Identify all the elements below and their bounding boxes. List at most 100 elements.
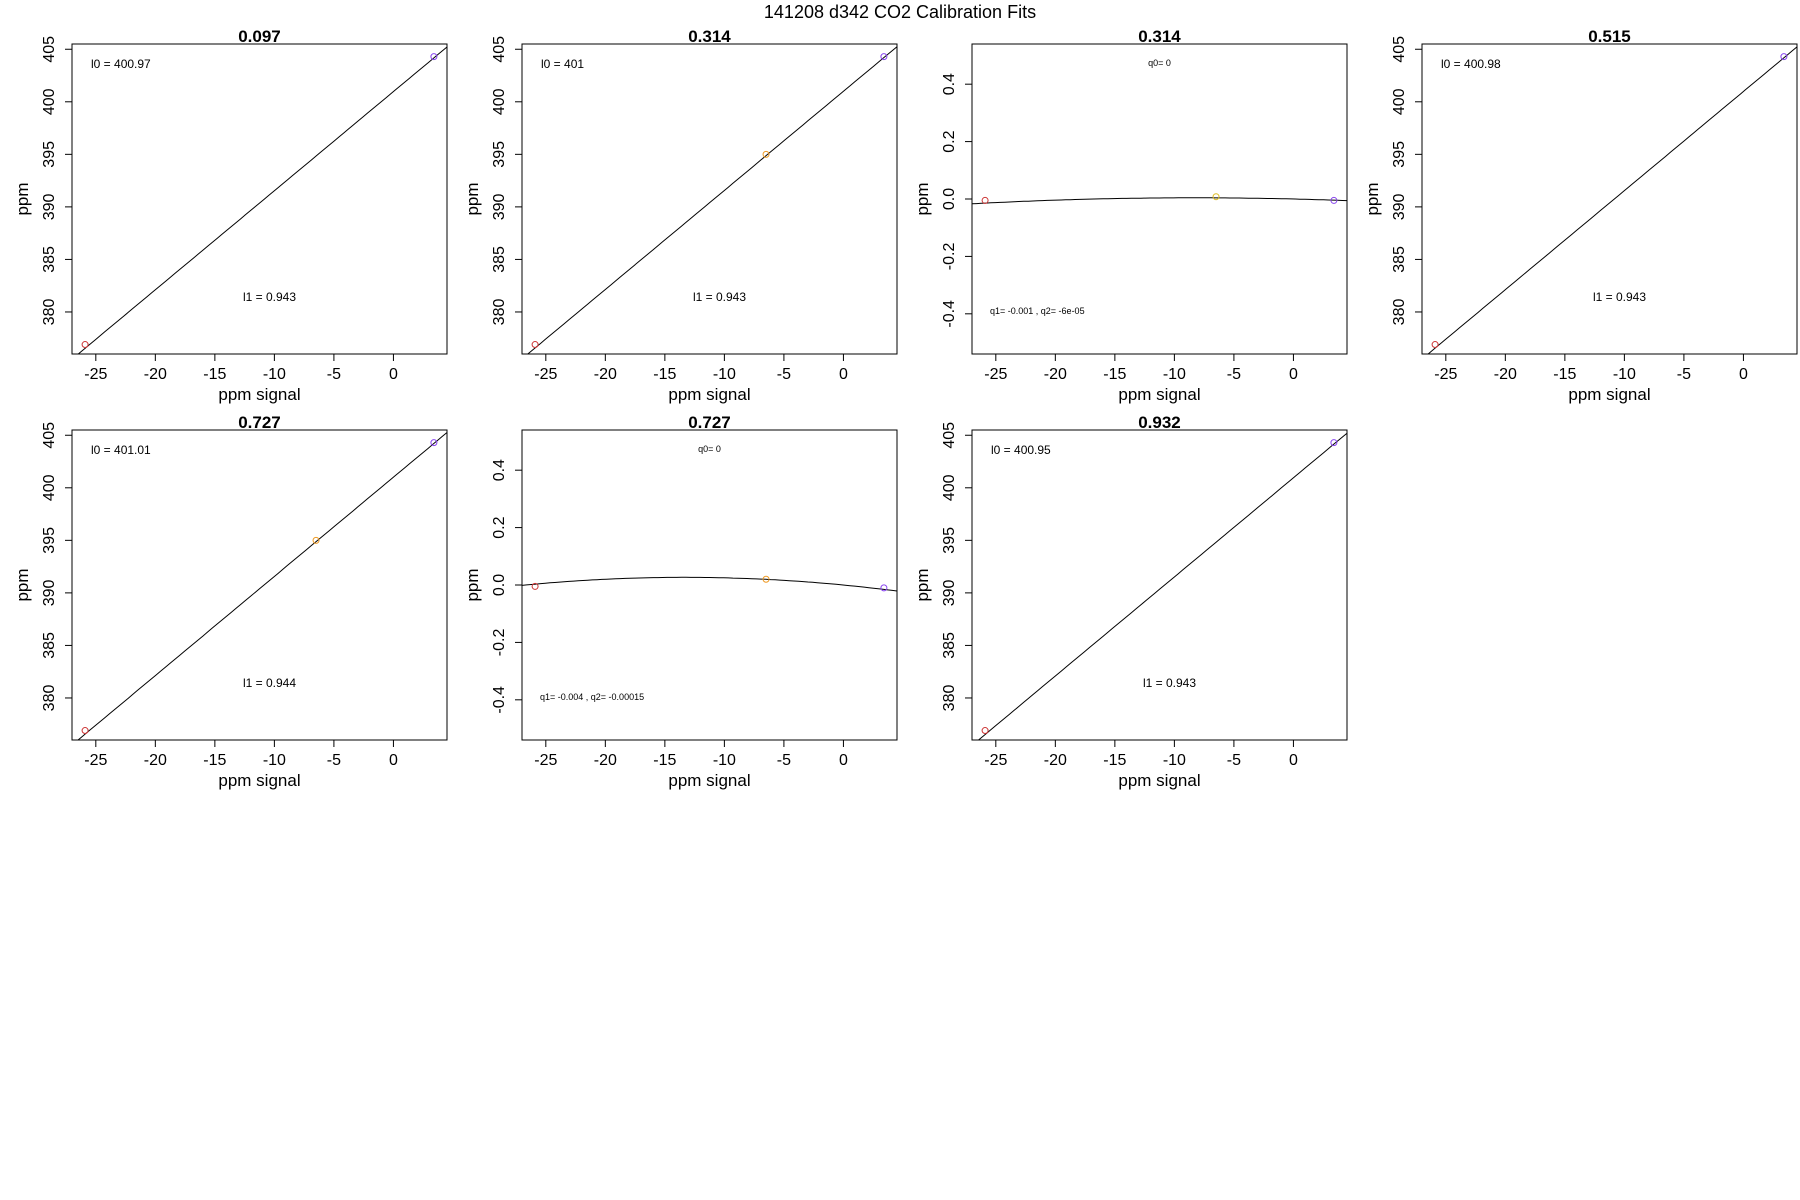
x-tick-label: -20 bbox=[1494, 366, 1517, 383]
x-tick-label: -5 bbox=[327, 366, 341, 383]
fit-annotation: q1= -0.004 , q2= -0.00015 bbox=[540, 692, 644, 702]
y-tick-label: 0.0 bbox=[941, 188, 958, 210]
y-tick-label: 400 bbox=[41, 88, 58, 115]
y-tick-label: 400 bbox=[41, 474, 58, 501]
x-tick-label: -5 bbox=[327, 752, 341, 769]
x-tick-label: -20 bbox=[594, 366, 617, 383]
fit-curve bbox=[77, 432, 447, 740]
data-point bbox=[81, 341, 89, 349]
panel-6: 0.727 -25 -20 -15 -10 -5 0 ppm signal -0.4 -0.2 0.… bbox=[463, 413, 898, 790]
data-point bbox=[430, 53, 438, 61]
y-tick-label: 400 bbox=[941, 474, 958, 501]
y-tick-label: 405 bbox=[41, 36, 58, 63]
x-tick-label: -5 bbox=[777, 366, 791, 383]
data-point bbox=[1431, 341, 1439, 349]
y-axis-label: ppm bbox=[463, 568, 482, 601]
x-axis-label: ppm signal bbox=[218, 771, 300, 790]
x-tick-label: -10 bbox=[1613, 366, 1636, 383]
x-tick-label: -15 bbox=[653, 366, 676, 383]
data-point bbox=[312, 536, 320, 544]
y-tick-label: 0.4 bbox=[941, 73, 958, 95]
data-point bbox=[1212, 193, 1220, 201]
figure-title: 141208 d342 CO2 Calibration Fits bbox=[764, 2, 1036, 22]
x-tick-label: -25 bbox=[984, 366, 1007, 383]
y-tick-label: 385 bbox=[491, 246, 508, 273]
panel-5: 0.727 -25 -20 -15 -10 -5 0 ppm signal 380 385 390 3… bbox=[13, 413, 448, 790]
fit-annotation: q0= 0 bbox=[1148, 58, 1171, 68]
x-tick-label: 0 bbox=[1289, 752, 1298, 769]
panel-title: 0.314 bbox=[688, 27, 731, 46]
y-tick-label: 390 bbox=[491, 193, 508, 220]
y-tick-label: 405 bbox=[491, 36, 508, 63]
panel-title: 0.097 bbox=[238, 27, 281, 46]
y-tick-label: 395 bbox=[941, 527, 958, 554]
x-tick-label: 0 bbox=[1289, 366, 1298, 383]
x-tick-label: -10 bbox=[263, 366, 286, 383]
fit-curve bbox=[77, 46, 447, 354]
x-axis-label: ppm signal bbox=[218, 385, 300, 404]
y-tick-label: 395 bbox=[41, 527, 58, 554]
x-tick-label: -25 bbox=[534, 366, 557, 383]
data-point bbox=[880, 53, 888, 61]
y-tick-label: 380 bbox=[1391, 299, 1408, 326]
fit-annotation: l0 = 400.95 bbox=[991, 443, 1051, 457]
plot-frame bbox=[1421, 43, 1798, 355]
panel-title: 0.515 bbox=[1588, 27, 1631, 46]
y-tick-label: -0.4 bbox=[941, 300, 958, 328]
y-tick-label: 0.0 bbox=[491, 574, 508, 596]
x-axis-label: ppm signal bbox=[1568, 385, 1650, 404]
panel-3: 0.314 -25 -20 -15 -10 -5 0 ppm signal -0.4 -0.2 0.… bbox=[913, 27, 1348, 404]
data-point bbox=[1330, 439, 1338, 447]
y-tick-label: 385 bbox=[41, 632, 58, 659]
y-tick-label: 385 bbox=[941, 632, 958, 659]
y-tick-label: 380 bbox=[41, 685, 58, 712]
fit-curve bbox=[977, 432, 1347, 740]
y-tick-label: 400 bbox=[491, 88, 508, 115]
x-tick-label: -5 bbox=[1677, 366, 1691, 383]
data-point bbox=[81, 727, 89, 735]
y-tick-label: 0.4 bbox=[491, 459, 508, 481]
plot-frame bbox=[71, 429, 448, 741]
y-tick-label: 400 bbox=[1391, 88, 1408, 115]
x-tick-label: -15 bbox=[203, 752, 226, 769]
y-tick-label: 380 bbox=[491, 299, 508, 326]
fit-annotation: l1 = 0.943 bbox=[1593, 290, 1646, 304]
data-point bbox=[531, 341, 539, 349]
y-axis-label: ppm bbox=[1363, 182, 1382, 215]
x-tick-label: -5 bbox=[1227, 752, 1241, 769]
y-tick-label: 380 bbox=[941, 685, 958, 712]
y-tick-label: 395 bbox=[41, 141, 58, 168]
plot-frame bbox=[71, 43, 448, 355]
y-tick-label: 0.2 bbox=[491, 516, 508, 538]
x-tick-label: -10 bbox=[713, 366, 736, 383]
x-tick-label: -20 bbox=[144, 366, 167, 383]
x-tick-label: -25 bbox=[84, 366, 107, 383]
panel-2: 0.314 -25 -20 -15 -10 -5 0 ppm signal 380 385 390 3… bbox=[463, 27, 898, 404]
x-tick-label: 0 bbox=[389, 752, 398, 769]
data-point bbox=[762, 575, 770, 583]
x-axis-label: ppm signal bbox=[1118, 771, 1200, 790]
y-axis-label: ppm bbox=[913, 182, 932, 215]
y-tick-label: 385 bbox=[1391, 246, 1408, 273]
fit-annotation: l0 = 401.01 bbox=[91, 443, 151, 457]
x-tick-label: -5 bbox=[1227, 366, 1241, 383]
y-tick-label: 390 bbox=[41, 579, 58, 606]
y-tick-label: 390 bbox=[941, 579, 958, 606]
fit-annotation: q0= 0 bbox=[698, 444, 721, 454]
x-tick-label: -10 bbox=[1163, 752, 1186, 769]
y-tick-label: 0.2 bbox=[941, 130, 958, 152]
x-tick-label: -15 bbox=[203, 366, 226, 383]
y-tick-label: 390 bbox=[41, 193, 58, 220]
fit-curve bbox=[527, 46, 897, 354]
fit-annotation: l0 = 400.98 bbox=[1441, 57, 1501, 71]
fit-curve bbox=[1427, 46, 1797, 354]
data-point bbox=[762, 150, 770, 158]
y-tick-label: 380 bbox=[41, 299, 58, 326]
fit-annotation: l1 = 0.943 bbox=[693, 290, 746, 304]
y-tick-label: 395 bbox=[1391, 141, 1408, 168]
x-tick-label: -10 bbox=[263, 752, 286, 769]
panel-4: 0.515 -25 -20 -15 -10 -5 0 ppm signal 380 385 390 3… bbox=[1363, 27, 1798, 404]
fit-annotation: l0 = 400.97 bbox=[91, 57, 151, 71]
x-tick-label: 0 bbox=[1739, 366, 1748, 383]
x-tick-label: -25 bbox=[534, 752, 557, 769]
